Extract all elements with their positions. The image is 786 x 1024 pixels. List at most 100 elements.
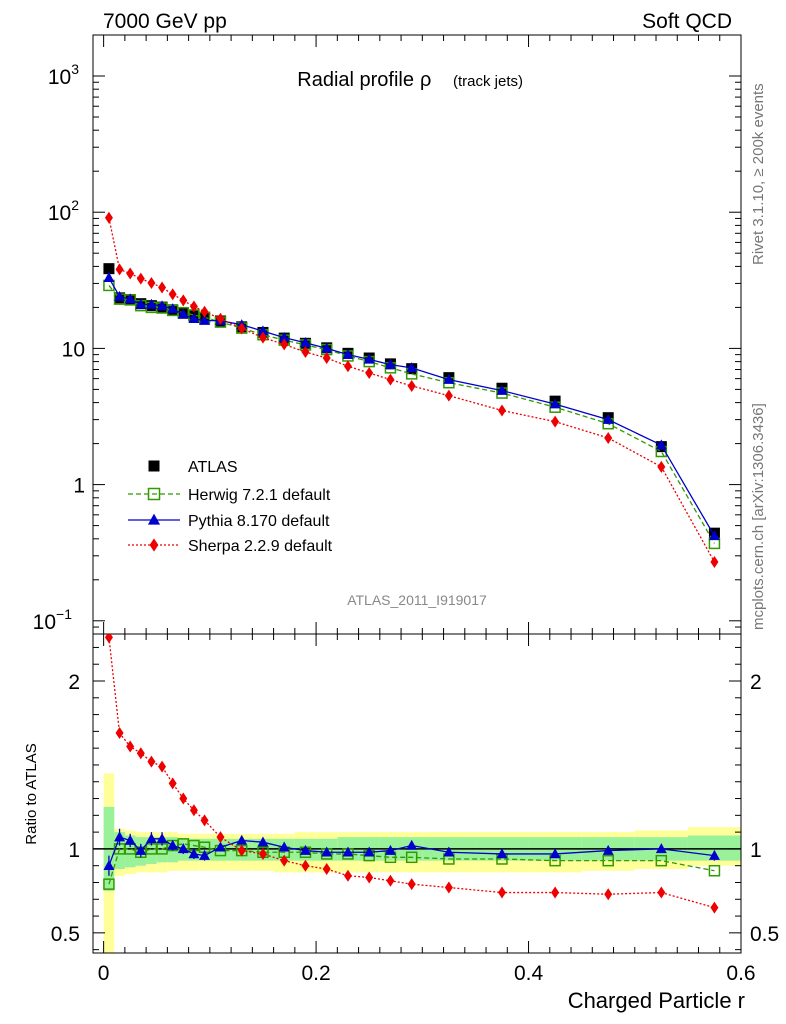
data-point [321,342,333,353]
legend-label: Herwig 7.2.1 default [188,487,331,504]
ratio-frame [92,633,742,954]
data-point [280,854,289,867]
y-tick-label-right: 1 [750,839,762,862]
data-point [604,431,613,444]
data-point [124,834,136,845]
data-point [363,353,375,364]
band-inner [146,837,157,865]
data-point [237,322,246,335]
data-point [407,878,416,891]
data-point [322,352,331,365]
data-point [363,846,375,857]
data-point [135,844,147,855]
data-point [443,846,455,857]
data-point [549,848,561,859]
series-line [108,843,715,885]
data-point [655,439,667,450]
y-tick-exponent: 3 [71,61,79,77]
data-point [443,373,455,384]
data-point [189,300,198,313]
data-point [237,844,246,857]
data-point [126,740,135,753]
data-point [145,298,157,309]
ratio-series [103,634,721,914]
data-point [103,272,115,283]
data-point [124,293,136,304]
data-point [168,777,177,790]
data-point [602,854,614,867]
data-point [602,413,614,424]
data-point [551,886,560,899]
data-point [216,831,225,844]
mcplots-label: mcplots.cern.ch [arXiv:1306.3436] [750,403,767,630]
band-inner [124,835,136,868]
data-point [301,859,310,872]
data-point [657,886,666,899]
y-tick-label-right: 0.5 [750,923,779,946]
plot-title-suffix: (track jets) [453,73,523,90]
x-tick-label: 0.2 [301,962,330,985]
data-point [406,839,418,850]
data-point [708,864,721,877]
energy-label: 7000 GeV pp [103,10,227,33]
data-point [216,312,225,325]
y-tick-exponent: −1 [56,606,72,622]
y-tick-label: 10 [62,338,85,361]
data-point [708,849,720,860]
ratio-series-sherpa [104,634,719,914]
data-point [602,844,614,855]
data-point [365,871,374,884]
data-point [406,362,418,373]
data-point [167,303,179,314]
data-point [365,366,374,379]
data-point [278,331,290,342]
data-point [188,313,200,324]
x-tick-label: 0.4 [514,962,544,985]
legend-label: Pythia 8.170 default [188,513,330,530]
data-point [158,760,167,773]
data-point [258,331,267,344]
y-tick-label-right: 2 [750,671,762,694]
data-point [115,263,124,276]
data-point [710,556,719,569]
analysis-id: ATLAS_2011_I919017 [347,592,487,608]
series-sherpa [104,211,719,569]
legend-marker [149,538,159,552]
data-point [444,389,453,402]
data-point [551,415,560,428]
legend-label: ATLAS [188,459,238,476]
data-point [147,277,156,290]
data-point [657,460,666,473]
legend-item: Herwig 7.2.1 default [128,487,331,504]
data-point [104,211,113,224]
data-point [103,263,115,275]
x-tick-label: 0 [98,962,110,985]
x-axis-title: Charged Particle r [568,988,745,1013]
data-point [199,849,211,860]
band-inner [156,837,168,863]
data-point [497,886,506,899]
data-point [497,404,506,417]
y-tick-label: 1 [68,839,80,862]
data-point [179,792,188,805]
data-point [342,846,354,857]
data-point [114,831,126,842]
data-point [147,755,156,768]
data-point [188,848,200,859]
uncertainty-bands [103,773,741,953]
y-tick-label: 102 [48,197,79,225]
y-tick-label: 10−1 [33,606,73,634]
data-point [496,848,508,859]
ratio-ticks: 0.5 0.5 1 1 2 2 0 0.2 0.4 0.6 [51,634,779,985]
legend: ATLAS Herwig 7.2.1 default Pythia 8.170 de… [128,459,333,555]
data-point [278,841,290,852]
data-point [200,305,209,318]
data-point [708,530,720,541]
data-point [655,843,667,854]
data-point [103,859,115,870]
series-pythia [103,272,720,541]
data-point [343,869,352,882]
data-point [136,747,145,760]
